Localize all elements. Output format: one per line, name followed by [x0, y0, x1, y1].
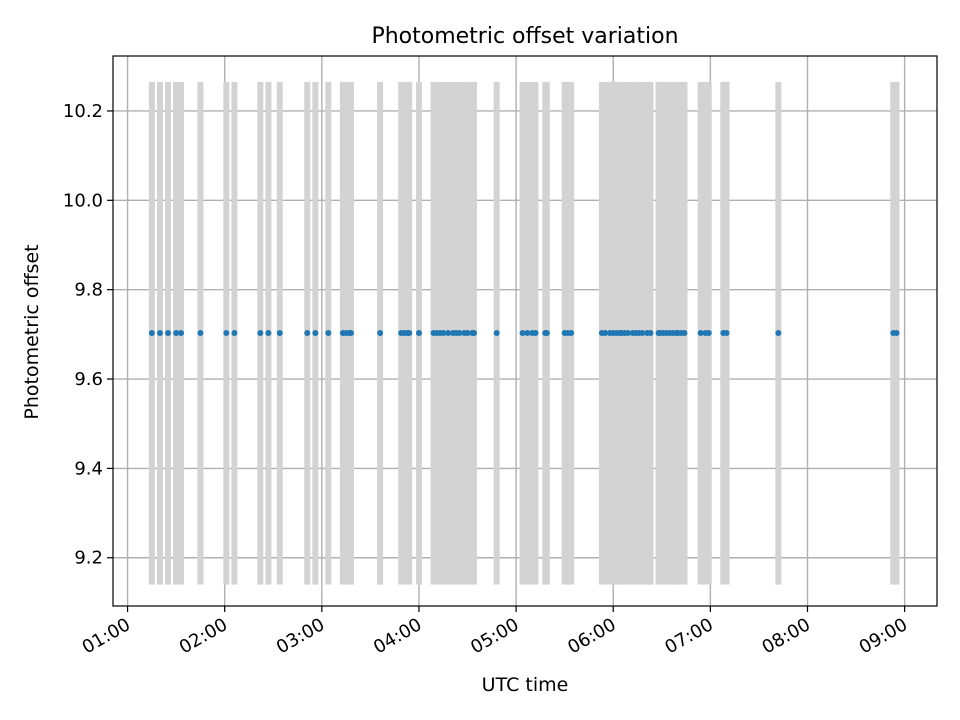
y-axis-label: Photometric offset	[21, 244, 43, 419]
data-point	[602, 330, 609, 337]
data-point	[377, 330, 384, 337]
y-tick-label: 9.8	[74, 280, 103, 301]
data-point	[231, 330, 238, 337]
data-point	[647, 330, 654, 337]
data-point	[156, 330, 163, 337]
plot-frame	[112, 55, 938, 607]
data-point	[223, 330, 230, 337]
data-point	[406, 330, 413, 337]
data-point	[775, 330, 782, 337]
data-point	[440, 330, 447, 337]
y-tick-label: 9.2	[74, 548, 103, 569]
y-axis-ticks: 9.2 9.4 9.6 9.8 10.0 10.2	[63, 101, 113, 569]
chart-title: Photometric offset variation	[371, 24, 678, 49]
data-point	[304, 330, 311, 337]
data-point	[464, 330, 471, 337]
y-tick-label: 10.2	[63, 101, 103, 122]
y-tick-label: 9.6	[74, 369, 103, 390]
data-point	[148, 330, 155, 337]
data-point	[493, 330, 500, 337]
data-point	[543, 330, 550, 337]
data-point	[681, 330, 688, 337]
data-point	[893, 330, 900, 337]
data-point	[723, 330, 730, 337]
data-point	[276, 330, 283, 337]
data-point	[312, 330, 319, 337]
data-point	[705, 330, 712, 337]
data-point	[197, 330, 204, 337]
data-point	[347, 330, 354, 337]
data-point	[697, 330, 704, 337]
data-point	[639, 330, 646, 337]
data-point	[325, 330, 332, 337]
data-point	[456, 330, 463, 337]
data-point	[519, 330, 526, 337]
data-point	[568, 330, 575, 337]
data-point	[445, 330, 452, 337]
data-point	[415, 330, 422, 337]
data-point	[177, 330, 184, 337]
data-point	[257, 330, 264, 337]
data-point	[524, 330, 531, 337]
data-point	[624, 330, 631, 337]
data-point	[165, 330, 172, 337]
data-point	[471, 330, 478, 337]
x-axis-label: UTC time	[482, 674, 569, 696]
data-points	[148, 330, 900, 337]
y-tick-label: 10.0	[63, 190, 103, 211]
data-point	[173, 330, 180, 337]
y-tick-label: 9.4	[74, 458, 103, 479]
data-point	[532, 330, 539, 337]
data-point	[265, 330, 272, 337]
